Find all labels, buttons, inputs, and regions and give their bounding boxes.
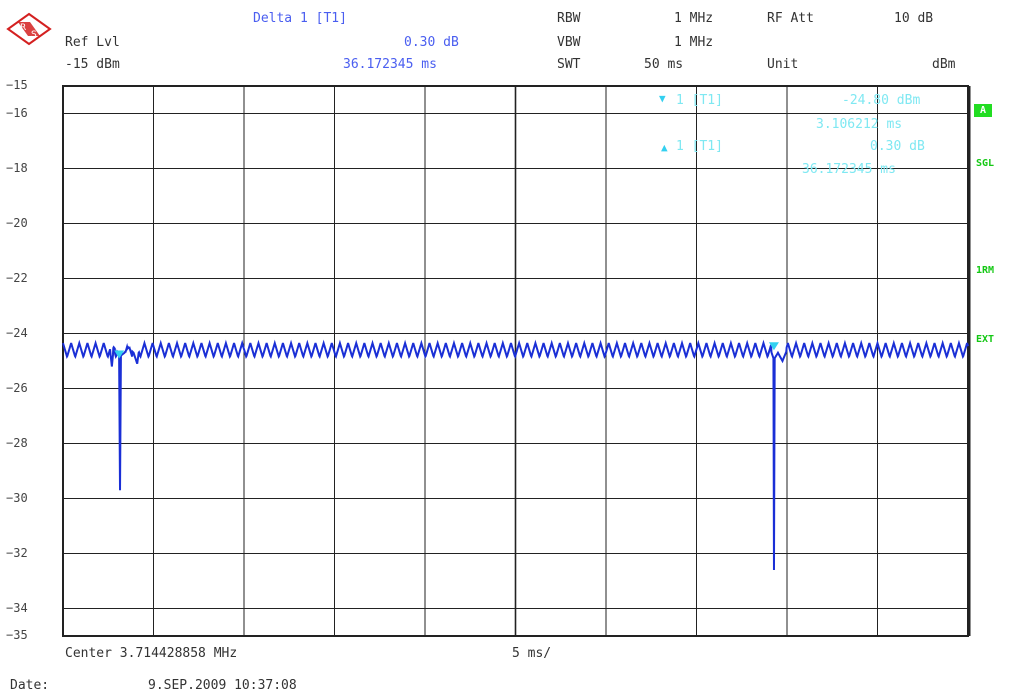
sweep-mode-badge: SGL (976, 158, 995, 169)
trigger-badge: EXT (976, 334, 995, 345)
marker-1-point (114, 350, 125, 359)
marker-1-time: 3.106212 ms (816, 117, 903, 132)
y-tick-label: −16 (6, 105, 28, 120)
center-frequency: Center 3.714428858 MHz (65, 646, 238, 661)
unit-value: dBm (932, 57, 956, 72)
y-tick-label: −32 (6, 545, 28, 560)
rf-att-value: 10 dB (894, 11, 934, 26)
rbw-label: RBW (557, 11, 581, 26)
svg-text:S: S (31, 30, 37, 40)
trace-line (62, 339, 969, 571)
svg-text:R: R (20, 23, 26, 33)
unit-label: Unit (767, 57, 799, 72)
swt-label: SWT (557, 57, 581, 72)
marker-layer (114, 342, 779, 359)
swt-value: 50 ms (644, 57, 684, 72)
date-value: 9.SEP.2009 10:37:08 (148, 678, 297, 693)
span-per-division: 5 ms/ (512, 646, 552, 661)
marker-1-icon: ▼ (659, 92, 666, 105)
y-tick-label: −15 (6, 78, 28, 92)
y-tick-label: −30 (6, 490, 28, 505)
delta-marker-1-time: 36.172345 ms (802, 162, 896, 177)
y-tick-label: −26 (6, 380, 28, 395)
marker-1-level: -24.80 dBm (842, 93, 921, 108)
y-tick-label: −28 (6, 435, 28, 450)
trace-badge: A (974, 104, 993, 117)
marker-1-label: 1 [T1] (676, 93, 723, 108)
rohde-schwarz-logo: R S (6, 12, 52, 46)
y-tick-label: −22 (6, 270, 28, 285)
vbw-label: VBW (557, 35, 581, 50)
y-tick-label: −24 (6, 325, 28, 340)
marker-title: Delta 1 [T1] (253, 11, 347, 26)
delta-time-value: 36.172345 ms (343, 57, 437, 72)
delta-level-value: 0.30 dB (404, 35, 459, 50)
delta-marker-1-icon: ▲ (661, 141, 668, 154)
plot-grid (62, 85, 971, 637)
date-label: Date: (10, 678, 50, 693)
rbw-value: 1 MHz (674, 11, 714, 26)
y-tick-label: −35 (6, 628, 28, 642)
y-tick-label: −18 (6, 160, 28, 175)
ref-level-label: Ref Lvl (65, 35, 120, 50)
y-tick-label: −34 (6, 600, 28, 615)
vbw-value: 1 MHz (674, 35, 714, 50)
delta-marker-1-point (768, 342, 779, 351)
ref-level-value: -15 dBm (65, 57, 120, 72)
delta-marker-1-label: 1 [T1] (676, 139, 723, 154)
y-tick-label: −20 (6, 215, 28, 230)
rf-att-label: RF Att (767, 11, 814, 26)
delta-marker-1-level: 0.30 dB (870, 139, 925, 154)
detector-badge: 1RM (976, 265, 995, 276)
trace-layer (62, 339, 969, 571)
